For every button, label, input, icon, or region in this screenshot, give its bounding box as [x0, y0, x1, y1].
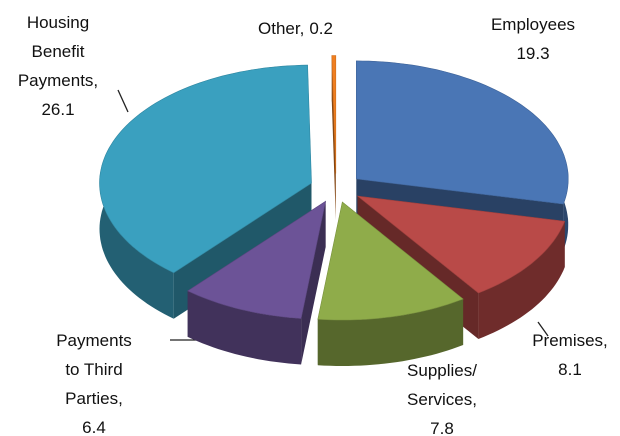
slice [187, 200, 327, 319]
data-label: Supplies/ Services, 7.8 [392, 356, 492, 436]
value-label: 6.4 [82, 418, 106, 436]
category-label: Payments to Third Parties, [56, 331, 132, 408]
category-label: Other, [258, 19, 305, 38]
value-label: 0.2 [309, 19, 333, 38]
slice [99, 64, 312, 274]
data-label: Housing Benefit Payments, 26.1 [8, 8, 108, 124]
category-label: Premises, [532, 331, 608, 350]
leader-line [537, 321, 549, 337]
data-label: Premises, 8.1 [520, 326, 620, 384]
slice [356, 195, 566, 294]
data-label: Other, 0.2 [258, 14, 333, 43]
category-label: Supplies/ Services, [407, 361, 477, 409]
slice-wall [317, 299, 464, 366]
category-label: Housing Benefit Payments, [17, 13, 99, 90]
leader-line [117, 89, 129, 113]
value-label: 8.1 [558, 360, 582, 379]
data-label: Payments to Third Parties, 6.4 [48, 326, 140, 436]
value-label: 7.8 [430, 419, 454, 436]
category-label: Employees [490, 15, 576, 34]
slice [331, 55, 337, 174]
slice-wall [187, 290, 302, 365]
value-label: 19.3 [516, 44, 550, 63]
slice-wall [478, 221, 565, 339]
slice [355, 60, 569, 205]
value-label: 26.1 [41, 100, 75, 119]
slice [317, 201, 464, 321]
data-label: Employees 19.3 [478, 10, 588, 68]
